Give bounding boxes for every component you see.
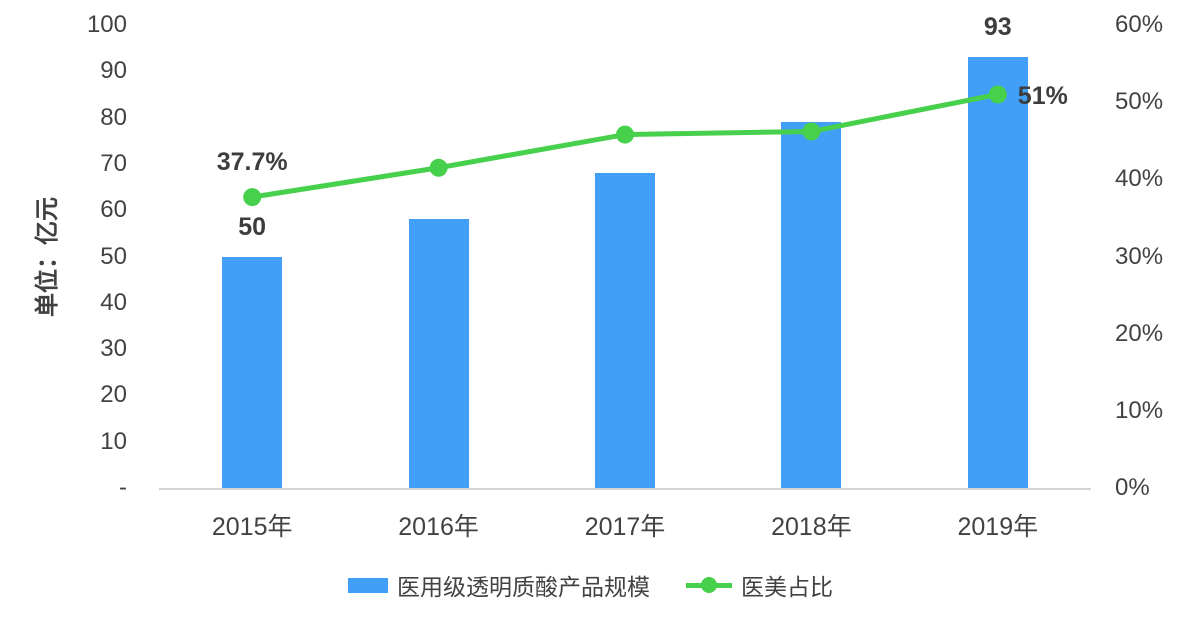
right-axis-tick: 40%: [1115, 165, 1164, 193]
bar-2016年: [408, 219, 469, 488]
bar-2018年: [781, 122, 842, 488]
legend-item-bar-series: 医用级透明质酸产品规模: [348, 568, 650, 602]
line-point-dot: [429, 158, 448, 177]
line-point-dot: [243, 188, 262, 207]
x-axis-label: 2019年: [957, 513, 1039, 541]
bar-series-swatch-icon: [348, 577, 388, 593]
left-axis-tick: 20: [100, 381, 127, 409]
left-axis-tick: 30: [100, 335, 127, 363]
right-axis-tick: 30%: [1115, 242, 1164, 270]
left-axis-tick: 90: [100, 57, 127, 85]
left-axis-tick: -: [119, 474, 127, 501]
line-data-label: 37.7%: [216, 148, 288, 177]
bar-2019年: [967, 57, 1028, 488]
bar-2017年: [595, 173, 655, 488]
right-axis-tick: 50%: [1115, 88, 1164, 116]
right-axis-tick: 10%: [1115, 396, 1164, 424]
line-point-dot: [616, 125, 634, 144]
trend-line: [251, 91, 999, 200]
line-point-dot: [802, 122, 821, 141]
right-axis-tick: 60%: [1115, 11, 1164, 38]
line-point-dot: [988, 85, 1007, 104]
legend-item-line-series: 医美占比: [686, 568, 833, 602]
bar-data-label: 50: [238, 212, 267, 241]
legend-line-series-label: 医美占比: [741, 574, 833, 600]
right-axis-tick: 0%: [1115, 474, 1150, 501]
left-axis-tick: 10: [100, 427, 127, 455]
bar-2015年: [222, 256, 283, 488]
left-axis-tick: 80: [100, 103, 127, 131]
left-axis-tick: 100: [86, 11, 127, 38]
left-axis-tick: 50: [100, 242, 127, 270]
x-axis-label: 2016年: [398, 513, 479, 541]
line-data-label: 51%: [1017, 82, 1068, 111]
left-axis-tick: 40: [100, 288, 127, 316]
line-series-svg: [243, 85, 1007, 207]
bar-data-label: 93: [983, 13, 1012, 42]
x-axis-label: 2017年: [584, 513, 666, 541]
line-series-marker-icon: [686, 576, 732, 594]
right-axis-tick: 20%: [1115, 319, 1164, 347]
legend: 医用级透明质酸产品规模 医美占比: [0, 570, 1181, 600]
left-axis-tick: 70: [100, 149, 127, 177]
x-axis-line: [159, 488, 1091, 490]
x-axis-label: 2015年: [211, 513, 293, 541]
legend-bar-series-label: 医用级透明质酸产品规模: [397, 574, 650, 600]
x-axis-label: 2018年: [771, 513, 852, 541]
left-axis-tick: 60: [100, 196, 127, 224]
